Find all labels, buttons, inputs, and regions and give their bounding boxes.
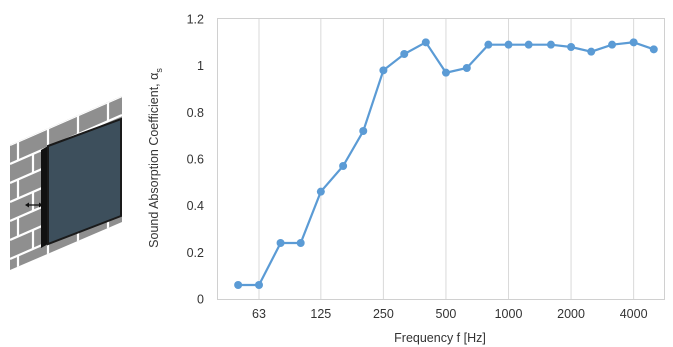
y-tick-label: 0.2 <box>187 246 204 260</box>
y-tick-label: 0 <box>197 293 204 307</box>
x-tick-labels: 63 125 250 500 1000 2000 4000 <box>252 307 648 321</box>
panel-side <box>41 146 48 248</box>
x-tick-label: 1000 <box>495 307 523 321</box>
data-point <box>276 239 285 247</box>
data-point <box>587 47 596 56</box>
x-tick-label: 4000 <box>620 307 648 321</box>
data-point <box>567 43 576 51</box>
double-arrow-icon <box>25 202 43 208</box>
data-point <box>546 40 555 49</box>
series-markers <box>234 38 658 289</box>
data-point <box>441 68 450 77</box>
y-tick-label: 0.4 <box>187 199 204 213</box>
y-axis-title: Sound Absorption Coefficient, αs <box>147 68 164 248</box>
y-tick-label: 0.8 <box>187 106 204 120</box>
chart: 0 0.2 0.4 0.6 0.8 1 1.2 63 125 250 500 1000 2000 400… <box>147 13 665 345</box>
y-tick-label: 0.6 <box>187 153 204 167</box>
data-point <box>316 187 325 196</box>
x-tick-label: 63 <box>252 307 266 321</box>
x-tick-label: 125 <box>310 307 331 321</box>
x-axis-title: Frequency f [Hz] <box>394 331 486 345</box>
data-point <box>608 40 617 49</box>
y-tick-labels: 0 0.2 0.4 0.6 0.8 1 1.2 <box>187 13 204 307</box>
data-point <box>379 66 388 75</box>
data-point <box>484 40 493 49</box>
data-point <box>400 50 409 58</box>
data-point <box>359 127 368 135</box>
data-point <box>629 38 638 47</box>
data-point <box>524 40 533 49</box>
plot-area <box>217 18 665 300</box>
data-point <box>254 281 263 289</box>
absorber-panel <box>47 117 122 246</box>
x-tick-label: 250 <box>373 307 394 321</box>
data-point <box>462 64 471 72</box>
wall-illustration <box>10 96 122 270</box>
data-point <box>504 40 513 49</box>
x-tick-label: 2000 <box>557 307 585 321</box>
data-point <box>421 38 430 47</box>
data-point <box>234 281 243 289</box>
x-tick-label: 500 <box>436 307 457 321</box>
grid-lines <box>258 19 635 299</box>
data-point <box>296 239 305 247</box>
y-tick-label: 1 <box>197 59 204 73</box>
data-point <box>339 162 348 170</box>
y-tick-label: 1.2 <box>187 13 204 27</box>
data-point <box>649 45 658 54</box>
